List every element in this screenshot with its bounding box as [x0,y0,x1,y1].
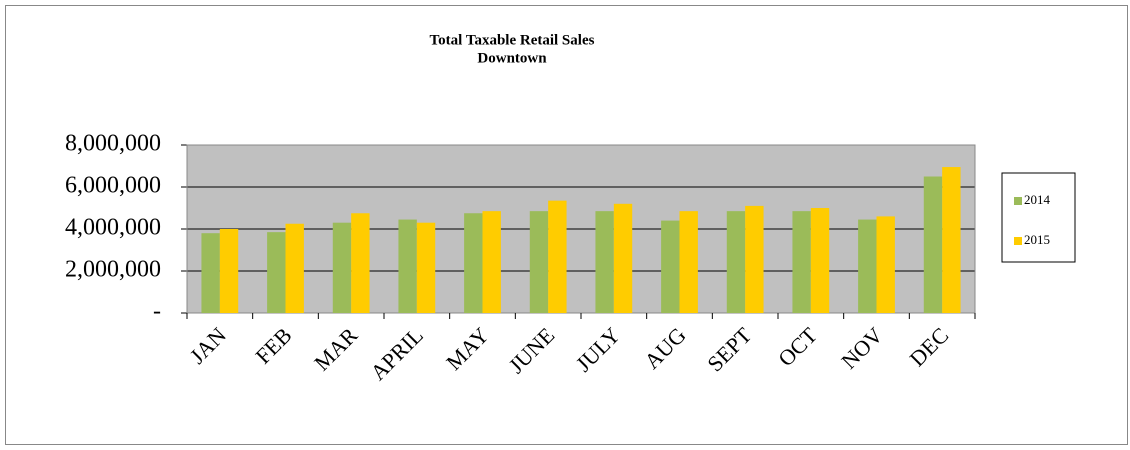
legend-swatch [1014,197,1022,205]
bar [482,211,501,313]
bar [792,211,811,313]
bar [416,222,436,313]
legend-label: 2015 [1024,232,1050,247]
bar [529,211,549,313]
bar [810,208,830,313]
bar [398,219,417,313]
y-tick-label: 2,000,000 [65,257,161,283]
bar [613,203,633,313]
y-tick-label: 8,000,000 [65,131,161,157]
bar [201,233,220,313]
bar [923,176,943,313]
legend-swatch [1014,237,1022,245]
y-tick-label: - [153,299,161,325]
bar [464,213,483,313]
bar [595,211,614,313]
bar [745,205,764,313]
bar [726,211,746,313]
chart-subtitle: Downtown [477,50,547,66]
y-tick-label: 4,000,000 [65,215,161,241]
bar [267,232,286,313]
bar [876,216,895,313]
bar [332,222,352,313]
bar [285,223,304,313]
bar [548,200,567,313]
bar [219,229,239,313]
bar [942,167,961,313]
legend-box [1001,172,1076,263]
legend-label: 2014 [1024,192,1051,207]
bar [858,219,877,313]
bar [661,220,680,313]
chart-title: Total Taxable Retail Sales [430,32,595,48]
y-tick-label: 6,000,000 [65,173,161,199]
bar [351,213,370,313]
bar [679,211,698,313]
